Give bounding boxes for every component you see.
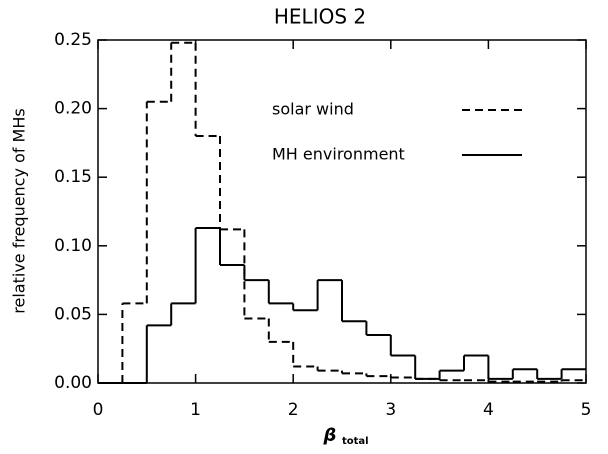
x-tick-label: 2 <box>288 400 299 420</box>
x-tick-label: 4 <box>483 400 494 420</box>
chart-title: HELIOS 2 <box>274 5 366 29</box>
legend-label: MH environment <box>272 145 405 164</box>
y-tick-label: 0.20 <box>54 99 92 119</box>
plot-frame <box>97 39 587 384</box>
y-tick-label: 0.10 <box>54 236 92 256</box>
y-tick-label: 0.05 <box>54 304 92 324</box>
x-tick-label: 0 <box>93 400 104 420</box>
legend-label: solar wind <box>272 100 354 119</box>
x-axis-label-subscript: total <box>342 436 369 447</box>
x-tick-label: 5 <box>581 400 592 420</box>
y-tick-label: 0.00 <box>54 373 92 393</box>
x-axis-label: β <box>323 425 337 446</box>
x-tick-label: 3 <box>385 400 396 420</box>
x-tick-label: 1 <box>190 400 201 420</box>
y-tick-label: 0.15 <box>54 167 92 187</box>
y-axis-label: relative frequency of MHs <box>10 108 29 313</box>
y-tick-label: 0.25 <box>54 30 92 50</box>
